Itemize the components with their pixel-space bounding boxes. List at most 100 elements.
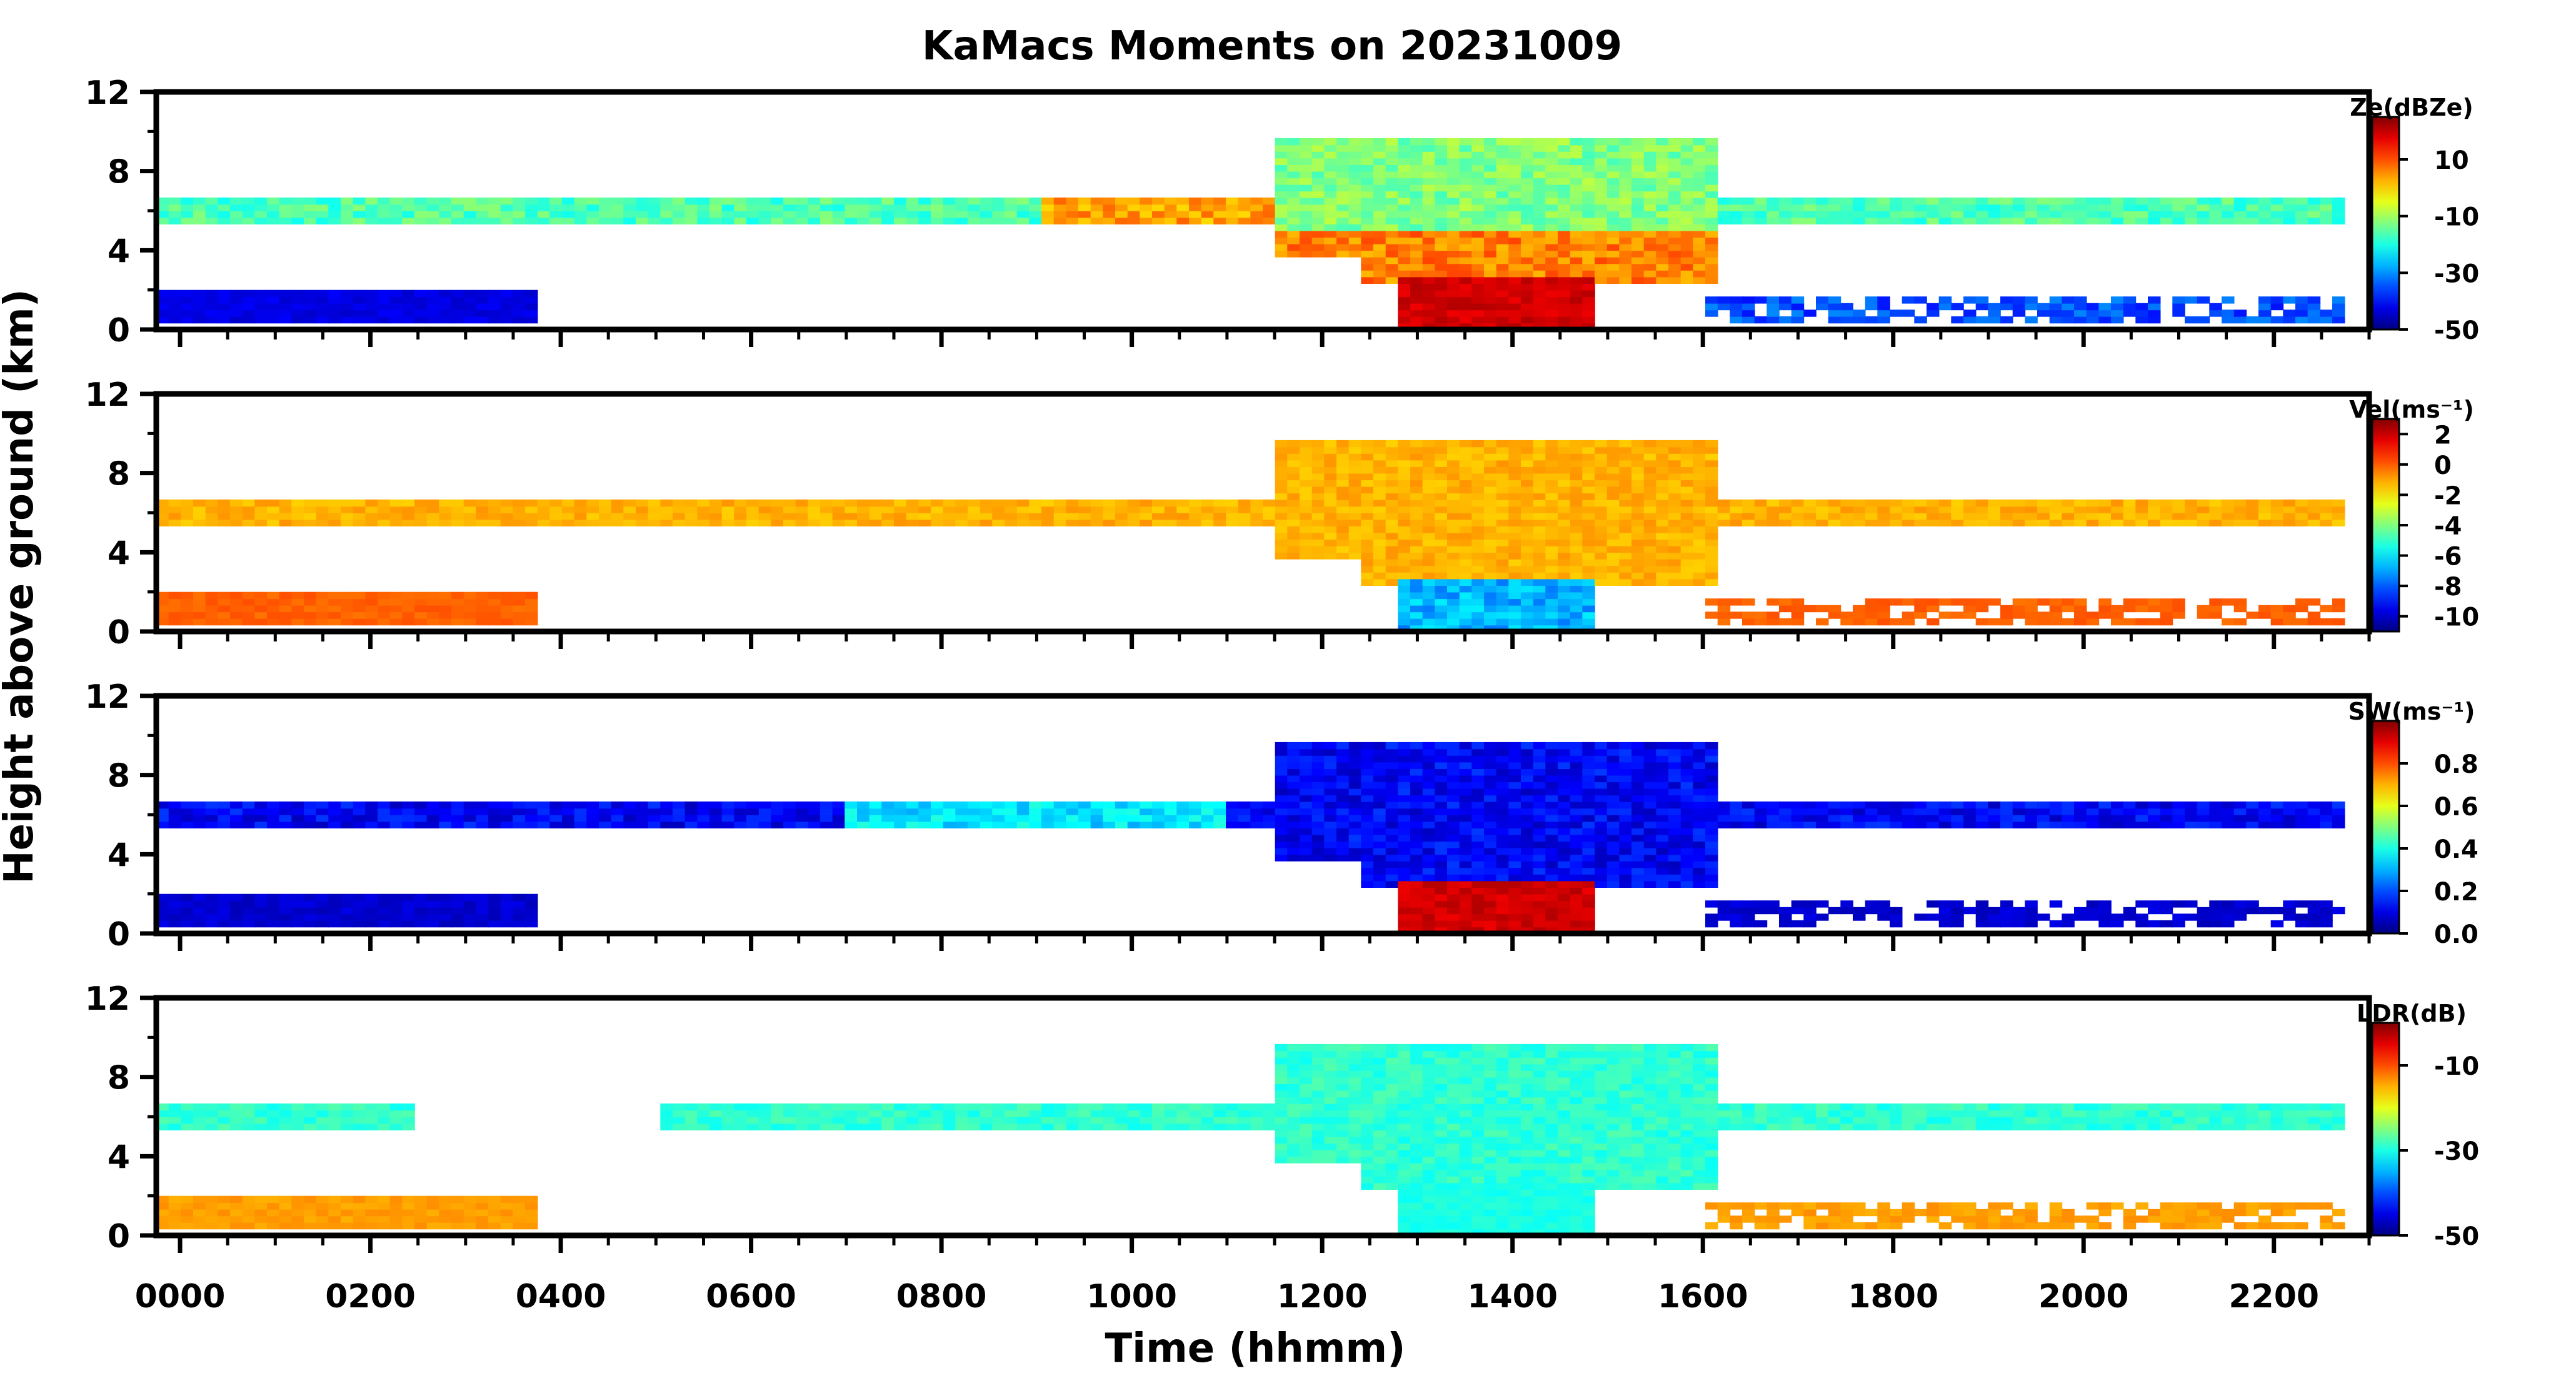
heatmap-cell — [1545, 217, 1558, 224]
heatmap-cell — [1680, 178, 1694, 185]
heatmap-cell — [1496, 303, 1510, 311]
heatmap-cell — [2098, 611, 2112, 619]
heatmap-cell — [156, 303, 169, 311]
heatmap-cell — [1545, 138, 1558, 146]
heatmap-cell — [2307, 217, 2321, 224]
heatmap-cell — [1521, 847, 1534, 855]
heatmap-cell — [2258, 303, 2272, 311]
heatmap-cell — [1287, 539, 1300, 546]
heatmap-cell — [1890, 618, 1903, 626]
heatmap-cell — [1459, 887, 1473, 895]
heatmap-cell — [1496, 788, 1510, 796]
heatmap-cell — [389, 289, 403, 298]
heatmap-cell — [1656, 178, 1669, 185]
heatmap-cell — [1545, 486, 1558, 494]
heatmap-cell — [1508, 243, 1521, 251]
heatmap-cell — [1693, 184, 1706, 192]
heatmap-cell — [1484, 887, 1497, 895]
heatmap-cell — [513, 900, 526, 908]
heatmap-cell — [2062, 197, 2075, 205]
heatmap-cell — [1570, 598, 1583, 606]
heatmap-cell — [1643, 499, 1657, 507]
heatmap-cell — [1373, 847, 1386, 855]
heatmap-cell — [193, 211, 206, 218]
heatmap-cell — [1005, 801, 1018, 809]
heatmap-cell — [2307, 499, 2321, 507]
heatmap-cell — [1324, 539, 1337, 546]
heatmap-cell — [402, 303, 415, 311]
heatmap-cell — [1705, 480, 1718, 487]
heatmap-cell — [218, 309, 231, 317]
heatmap-cell — [1656, 532, 1669, 540]
heatmap-cell — [1484, 874, 1497, 882]
heatmap-cell — [1668, 552, 1681, 560]
heatmap-cell — [476, 591, 489, 600]
heatmap-cell — [1680, 466, 1694, 474]
heatmap-cell — [1435, 578, 1448, 586]
heatmap-cell — [2307, 519, 2321, 526]
heatmap-cell — [1459, 158, 1473, 165]
heatmap-cell — [2172, 309, 2185, 317]
heatmap-cell — [1545, 618, 1558, 626]
heatmap-cell — [1643, 558, 1657, 566]
heatmap-cell — [1508, 893, 1521, 902]
heatmap-cell — [1717, 204, 1731, 211]
heatmap-cell — [2197, 204, 2210, 211]
heatmap-cell — [1496, 171, 1510, 179]
heatmap-cell — [1078, 499, 1091, 507]
heatmap-cell — [205, 907, 219, 915]
heatmap-cell — [1398, 250, 1411, 258]
heatmap-cell — [156, 211, 169, 218]
heatmap-cell — [1865, 506, 1878, 513]
heatmap-cell — [1754, 519, 1768, 526]
heatmap-cell — [1435, 164, 1448, 172]
heatmap-cell — [1508, 775, 1521, 783]
heatmap-cell — [1533, 204, 1546, 211]
heatmap-cell — [1545, 815, 1558, 822]
heatmap-cell — [1459, 283, 1473, 291]
heatmap-cell — [1606, 480, 1620, 487]
heatmap-cell — [414, 801, 428, 809]
heatmap-cell — [1336, 204, 1350, 211]
heatmap-cell — [389, 913, 403, 921]
heatmap-cell — [1484, 552, 1497, 560]
heatmap-cell — [1410, 900, 1423, 908]
heatmap-cell — [1545, 828, 1558, 835]
heatmap-cell — [1643, 480, 1657, 487]
heatmap-cell — [291, 618, 304, 626]
heatmap-cell — [1496, 815, 1510, 822]
heatmap-cell — [1348, 519, 1362, 526]
heatmap-cell — [1398, 211, 1411, 218]
heatmap-cell — [1545, 755, 1558, 763]
heatmap-cell — [1385, 270, 1399, 278]
heatmap-cell — [316, 506, 329, 513]
heatmap-cell — [1422, 782, 1436, 789]
heatmap-cell — [1250, 519, 1263, 526]
heatmap-cell — [389, 513, 403, 520]
heatmap-cell — [2283, 316, 2296, 324]
heatmap-cell — [1373, 513, 1386, 520]
heatmap-cell — [1558, 828, 1571, 835]
heatmap-cell — [869, 197, 883, 205]
heatmap-cell — [1717, 506, 1731, 513]
heatmap-cell — [1115, 217, 1128, 224]
heatmap-cell — [1963, 217, 1977, 224]
heatmap-cell — [1103, 519, 1116, 526]
heatmap-cell — [660, 821, 673, 828]
heatmap-cell — [2062, 519, 2075, 526]
heatmap-cell — [1398, 466, 1411, 474]
heatmap-cell — [1508, 217, 1521, 224]
heatmap-cell — [1336, 197, 1350, 205]
heatmap-cell — [1459, 874, 1473, 882]
heatmap-cell — [513, 893, 526, 902]
heatmap-cell — [1570, 178, 1583, 185]
heatmap-cell — [1115, 513, 1128, 520]
heatmap-cell — [2062, 303, 2075, 311]
heatmap-cell — [1398, 768, 1411, 776]
heatmap-cell — [1680, 545, 1694, 553]
heatmap-cell — [1213, 211, 1226, 218]
heatmap-cell — [1582, 138, 1595, 146]
heatmap-cell — [513, 197, 526, 205]
heatmap-cell — [1459, 605, 1473, 613]
heatmap-cell — [1533, 440, 1546, 448]
